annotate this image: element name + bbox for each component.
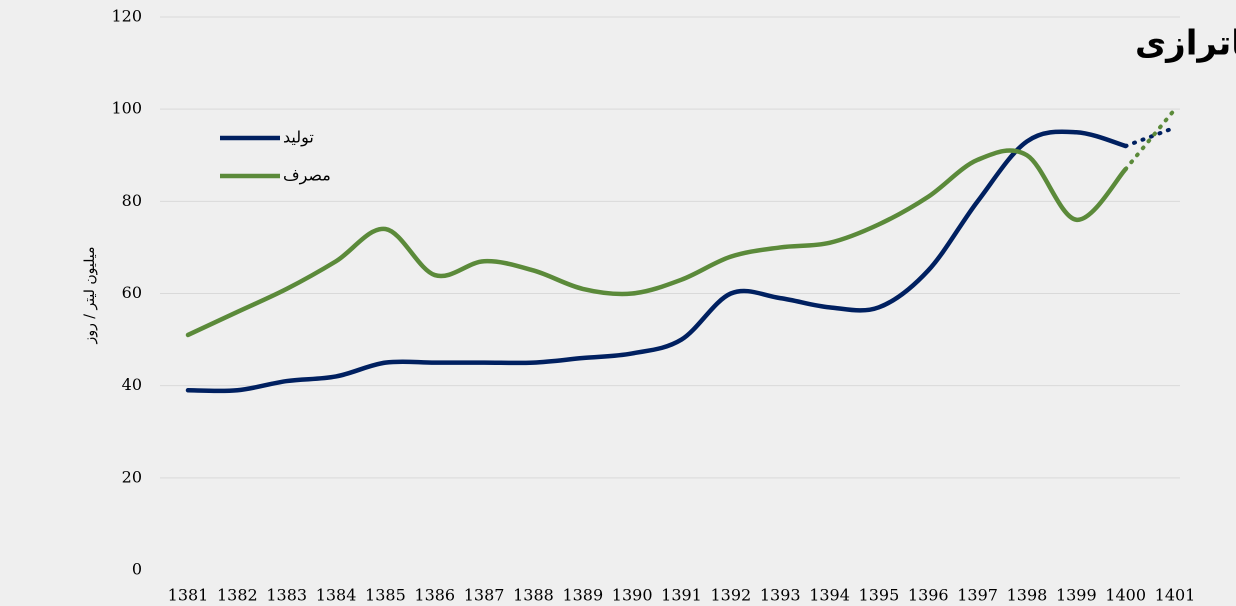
x-tick-label: 1389 bbox=[562, 586, 603, 605]
x-tick-label: 1384 bbox=[316, 586, 357, 605]
line bbox=[185, 129, 1128, 394]
y-tick-label: 20 bbox=[122, 467, 142, 486]
x-tick-label: 1399 bbox=[1056, 586, 1097, 605]
y-tick-label: 80 bbox=[122, 191, 142, 210]
x-tick-label: 1397 bbox=[957, 586, 998, 605]
y-tick-label: 100 bbox=[111, 99, 142, 118]
y-tick-label: 120 bbox=[111, 7, 142, 26]
x-tick-label: 1383 bbox=[266, 586, 307, 605]
y-tick-label: 60 bbox=[122, 283, 142, 302]
line bbox=[185, 148, 1128, 338]
x-tick-label: 1395 bbox=[859, 586, 900, 605]
x-tick-label: 1388 bbox=[513, 586, 554, 605]
x-tick-label: 1387 bbox=[464, 586, 505, 605]
x-tick-label: 1393 bbox=[760, 586, 801, 605]
x-tick-label: 1400 bbox=[1105, 586, 1146, 605]
x-tick-label: 1385 bbox=[365, 586, 406, 605]
x-tick-label: 1398 bbox=[1007, 586, 1048, 605]
x-tick-label: 1391 bbox=[661, 586, 702, 605]
x-tick-label: 1381 bbox=[168, 586, 209, 605]
x-tick-label: 1394 bbox=[809, 586, 850, 605]
line-forecast bbox=[1123, 107, 1177, 172]
line-forecast bbox=[1123, 125, 1177, 149]
x-tick-label: 1386 bbox=[414, 586, 455, 605]
legend-label: تولید bbox=[283, 128, 314, 148]
x-tick-label: 1392 bbox=[710, 586, 751, 605]
y-axis-label: میلیون لیتر / روز bbox=[82, 247, 98, 345]
x-tick-label: 1390 bbox=[612, 586, 653, 605]
x-tick-label: 1396 bbox=[908, 586, 949, 605]
x-tick-label: 1382 bbox=[217, 586, 258, 605]
x-tick-label: 1401 bbox=[1155, 586, 1196, 605]
y-tick-label: 40 bbox=[122, 375, 142, 394]
y-tick-label: 0 bbox=[132, 560, 142, 579]
legend-label: مصرف bbox=[283, 166, 331, 186]
chart-title: تولید و مصرف بنزین؛ ورود به ناترازی bbox=[1135, 24, 1236, 64]
